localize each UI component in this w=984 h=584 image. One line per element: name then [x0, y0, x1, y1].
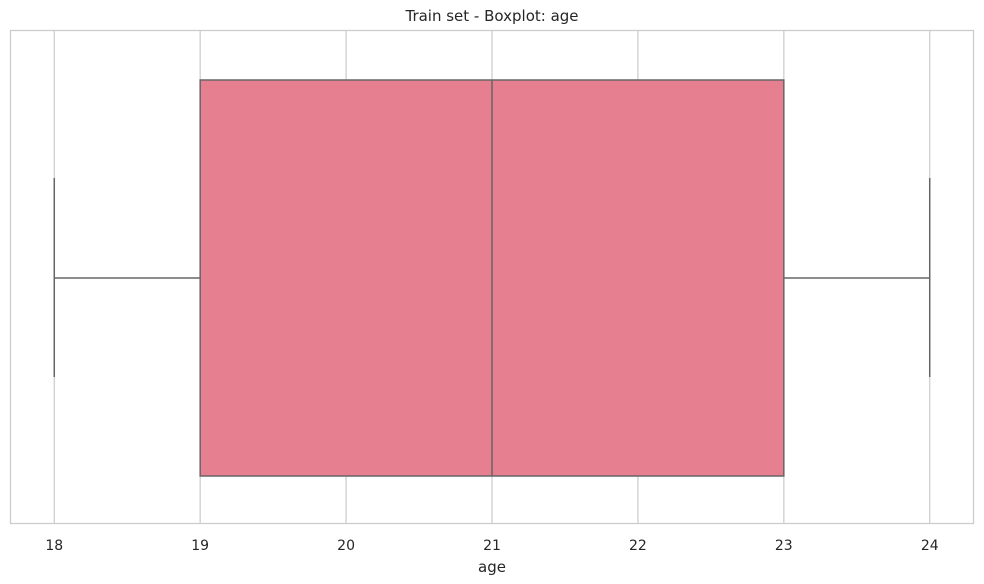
tick-label-19: 19 [191, 538, 209, 554]
tick-label-21: 21 [483, 538, 501, 554]
tick-label-23: 23 [775, 538, 793, 554]
x-axis-label: age [478, 558, 506, 576]
tick-label-22: 22 [629, 538, 647, 554]
tick-label-24: 24 [921, 538, 939, 554]
plot-frame [9, 29, 975, 525]
tick-labels: 18 19 20 21 22 23 24 [45, 538, 938, 554]
tick-label-20: 20 [337, 538, 355, 554]
chart-title: Train set - Boxplot: age [404, 7, 578, 25]
tick-label-18: 18 [45, 538, 63, 554]
box-layer [53, 79, 931, 477]
